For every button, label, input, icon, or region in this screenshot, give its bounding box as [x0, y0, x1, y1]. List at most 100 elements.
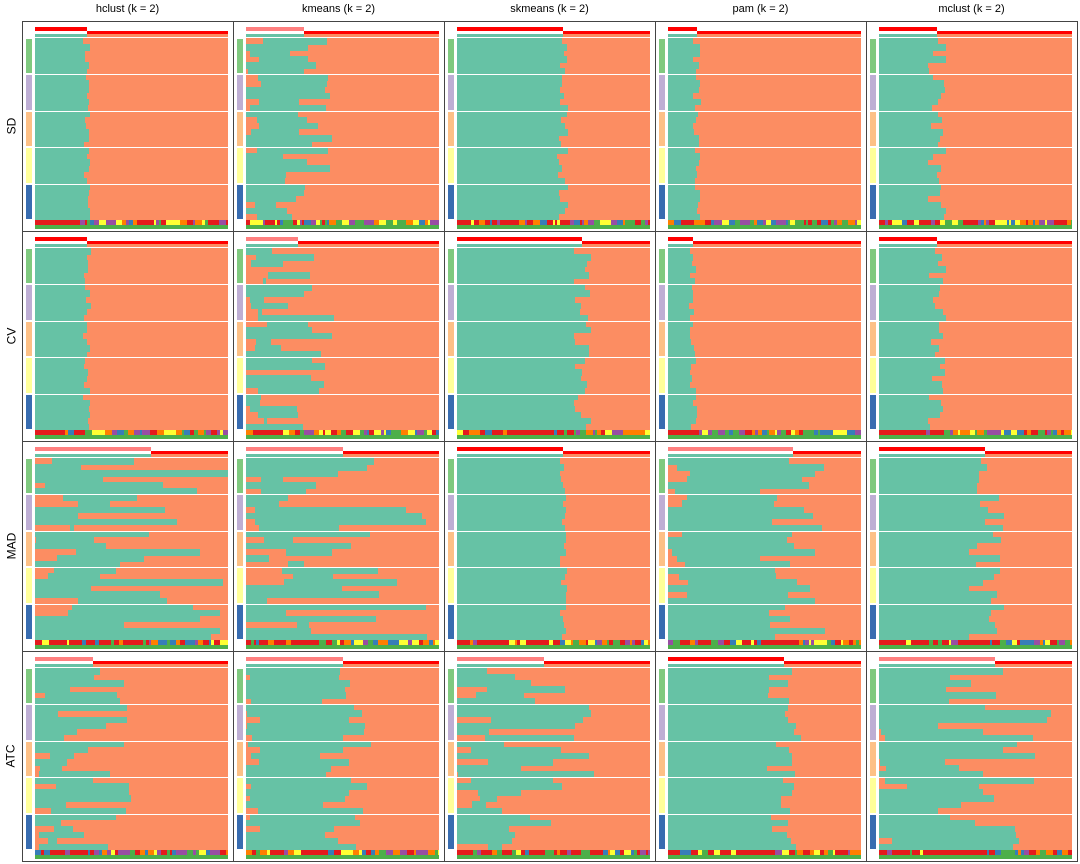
row-separator	[668, 393, 861, 395]
row-group-bar	[659, 75, 665, 110]
heatmap-class1-cell	[258, 314, 334, 322]
annotation-cell	[1024, 430, 1027, 435]
annotation-cell	[219, 220, 226, 225]
heatmap-class1-cell	[668, 387, 696, 395]
annotation-cell	[366, 850, 371, 855]
heatmap-class1-cell	[246, 470, 338, 477]
class-bar	[457, 34, 563, 37]
annotation-cell	[584, 220, 588, 225]
annotation-cell	[202, 220, 205, 225]
heatmap-class1-cell	[879, 116, 942, 124]
annotation-cell	[304, 220, 309, 225]
annotation-cell	[178, 430, 182, 435]
heatmap-panel	[22, 441, 234, 652]
annotation-cell	[828, 220, 831, 225]
annotation-cell	[283, 430, 289, 435]
annotation-cell	[1017, 640, 1020, 645]
annotation-cell	[937, 430, 944, 435]
annotation-cell	[397, 220, 404, 225]
annotation-cell	[611, 220, 617, 225]
heatmap-class1-cell	[35, 488, 197, 495]
annotation-cell	[325, 430, 331, 435]
annotation-cell	[953, 430, 958, 435]
annotation-cell	[557, 220, 560, 225]
heatmap-class1-cell	[251, 783, 367, 790]
heatmap-class1-cell	[480, 795, 497, 802]
annotation-cell	[203, 640, 209, 645]
annotation-bar	[246, 225, 439, 229]
annotation-cell	[970, 640, 977, 645]
heatmap-class1-cell	[879, 308, 943, 316]
row-group-bar	[26, 814, 32, 849]
heatmap-class1-cell	[35, 86, 89, 94]
annotation-cell	[855, 220, 857, 225]
annotation-cell	[893, 430, 895, 435]
heatmap-class1-cell	[35, 789, 129, 796]
heatmap-class1-cell	[259, 56, 308, 63]
heatmap-class1-cell	[879, 506, 988, 514]
annotation-cell	[457, 850, 459, 855]
heatmap-class1-cell	[246, 183, 305, 191]
annotation-cell	[594, 220, 600, 225]
heatmap-class1-cell	[35, 183, 90, 191]
annotation-cell	[984, 220, 986, 225]
annotation-cell	[362, 850, 366, 855]
row-group-bar	[870, 495, 876, 530]
heatmap-class1-cell	[457, 807, 502, 815]
annotation-cell	[710, 850, 714, 855]
annotation-cell	[271, 430, 273, 435]
row-separator	[246, 603, 439, 605]
heatmap-class1-cell	[246, 597, 267, 605]
heatmap-class1-cell	[457, 783, 562, 790]
annotation-cell	[94, 850, 99, 855]
heatmap-class1-cell	[879, 248, 935, 255]
heatmap-class1-cell	[259, 122, 318, 130]
heatmap-class1-cell	[457, 555, 560, 562]
row-group-bar	[870, 394, 876, 429]
heatmap-class1-cell	[35, 345, 90, 352]
annotation-cell	[851, 430, 855, 435]
annotation-cell	[609, 640, 613, 645]
annotation-cell	[173, 220, 180, 225]
heatmap-class1-cell	[48, 573, 100, 580]
annotation-cell	[882, 640, 885, 645]
annotation-cell	[384, 430, 386, 435]
annotation-cell	[579, 640, 586, 645]
row-group-bar	[870, 111, 876, 147]
annotation-cell	[776, 220, 781, 225]
heatmap-class1-cell	[35, 381, 84, 389]
heatmap-class1-cell	[879, 290, 939, 298]
heatmap-class1-cell	[35, 813, 116, 821]
annotation-cell	[984, 640, 990, 645]
annotation-cell	[123, 640, 128, 645]
heatmap-class1-cell	[668, 771, 795, 778]
heatmap-class1-cell	[668, 536, 787, 544]
silhouette-bar	[246, 657, 343, 661]
annotation-cell	[648, 850, 650, 855]
annotation-cell	[912, 850, 914, 855]
row-group-bar	[26, 568, 32, 603]
annotation-cell	[803, 850, 810, 855]
annotation-cell	[99, 640, 105, 645]
annotation-cell	[1059, 640, 1065, 645]
heatmap-class1-cell	[246, 494, 288, 501]
heatmap-class1-cell	[668, 296, 693, 304]
row-separator	[246, 530, 439, 532]
annotation-cell	[166, 220, 173, 225]
heatmap-class1-cell	[457, 98, 560, 106]
annotation-cell	[90, 220, 94, 225]
annotation-cell	[375, 850, 379, 855]
annotation-cell	[334, 430, 337, 435]
annotation-cell	[527, 220, 533, 225]
annotation-cell	[694, 220, 701, 225]
row-group-bar	[237, 705, 243, 740]
annotation-cell	[600, 220, 605, 225]
annotation-cell	[898, 850, 903, 855]
row-separator	[457, 357, 650, 359]
silhouette-bar	[343, 661, 439, 665]
annotation-cell	[1057, 640, 1059, 645]
annotation-cell	[1071, 220, 1072, 225]
annotation-cell	[884, 850, 887, 855]
heatmap-class1-cell	[246, 248, 272, 255]
annotation-cell	[984, 850, 987, 855]
